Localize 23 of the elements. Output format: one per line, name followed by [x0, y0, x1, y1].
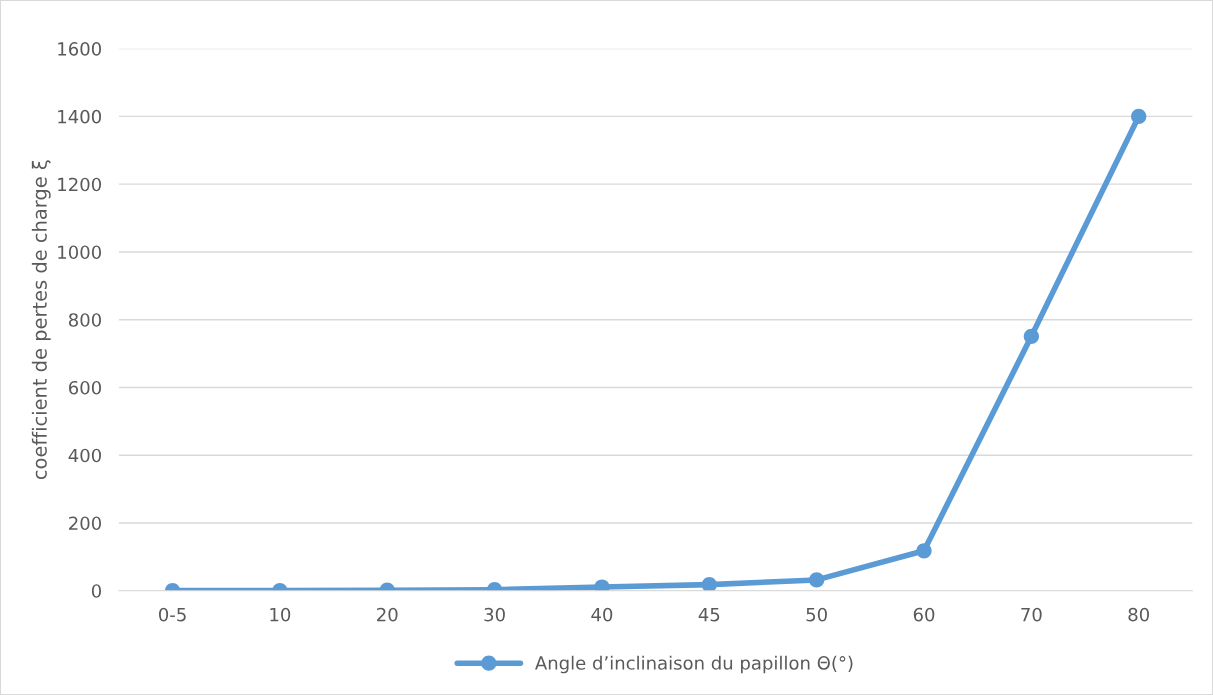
y-tick-label: 600	[69, 380, 102, 395]
x-tick-label: 80	[1128, 607, 1149, 622]
point	[1023, 328, 1039, 344]
y-tick-label: 1000	[58, 245, 102, 260]
y-tick-label: 1200	[58, 177, 102, 192]
y-tick-label: 200	[69, 516, 102, 531]
x-tick-label: 70	[1021, 607, 1042, 622]
x-tick-label: 20	[377, 607, 398, 622]
x-tick-label: 30	[484, 607, 505, 622]
y-tick-label: 1600	[58, 42, 102, 56]
y-tick-label: 400	[68, 448, 102, 463]
y-tick-label: 0	[91, 584, 102, 598]
point	[1131, 108, 1147, 125]
x-tick-label: 60	[913, 607, 935, 622]
x-tick-label: 45	[698, 607, 720, 622]
y-tick-label: 1400	[58, 109, 102, 124]
x-tick-label: 10	[270, 607, 291, 622]
x-tick-label: 40	[591, 607, 613, 622]
y-tick-label: 800	[68, 313, 102, 327]
x-tick-label: 0-5	[158, 607, 186, 622]
x-tick-label: 50	[806, 607, 827, 622]
legend-label: Angle d’inclinaison du papillon Θ(°)	[535, 655, 853, 674]
y-axis-title: coefficient de pertes de charge ξ	[31, 160, 51, 480]
